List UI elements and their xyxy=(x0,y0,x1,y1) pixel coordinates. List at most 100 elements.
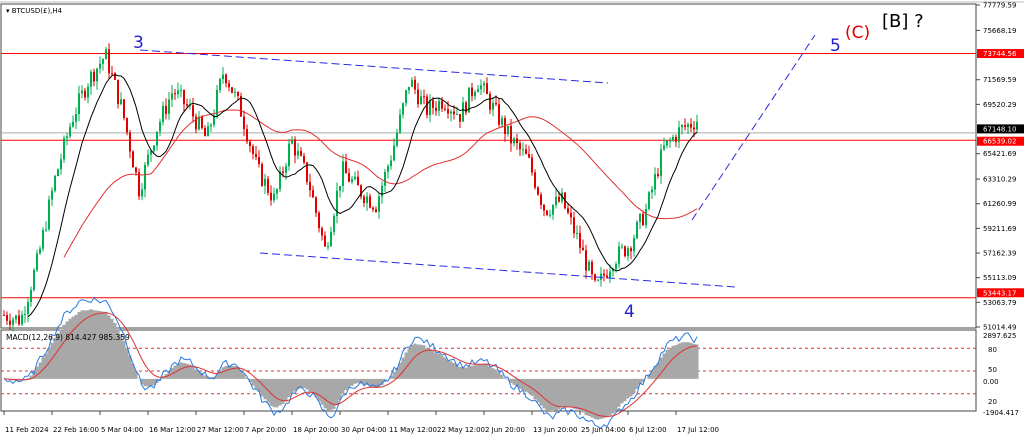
candle-body xyxy=(201,116,203,128)
macd-histogram-bar xyxy=(560,378,564,408)
candle-body xyxy=(438,100,440,111)
price-tick-label: 51014.49 xyxy=(983,324,1016,332)
upper-channel-trendline[interactable] xyxy=(139,49,609,84)
candle-body xyxy=(180,89,182,91)
macd-histogram-bar xyxy=(92,310,96,379)
macd-tick-label: 0.00 xyxy=(983,378,999,386)
candle-body xyxy=(594,274,596,281)
candle-body xyxy=(231,87,233,93)
macd-histogram-bar xyxy=(440,355,444,379)
macd-histogram-bar xyxy=(29,375,33,379)
lower-channel-trendline[interactable] xyxy=(259,252,736,288)
candle-body xyxy=(48,199,50,230)
price-tick-label: 53063.79 xyxy=(983,299,1016,307)
time-tick-label: 17 Jul 12:00 xyxy=(677,426,719,434)
macd-histogram-bar xyxy=(461,366,465,379)
candle-body xyxy=(150,150,152,155)
macd-histogram-bar xyxy=(236,367,240,379)
macd-histogram-bar xyxy=(446,359,450,379)
price-tick-label: 59211.69 xyxy=(983,225,1016,233)
candle-body xyxy=(102,59,104,64)
macd-histogram-bar xyxy=(587,378,591,417)
candle-body xyxy=(570,212,572,218)
level-price-label: 66539.02 xyxy=(983,138,1016,146)
wave5-projection-line[interactable] xyxy=(691,34,816,221)
candle-body xyxy=(645,209,647,226)
candle-body xyxy=(552,204,554,215)
candle-body xyxy=(393,145,395,161)
candle-body xyxy=(90,71,92,87)
candle-body xyxy=(6,315,8,321)
macd-histogram-bar xyxy=(182,362,186,379)
macd-histogram-bar xyxy=(62,324,66,379)
macd-tick-label: 80 xyxy=(988,346,997,354)
macd-tick-label: 2897.625 xyxy=(983,332,1016,340)
macd-histogram-bar xyxy=(203,375,207,379)
time-tick-label: 2 Jun 20:00 xyxy=(485,426,525,434)
macd-histogram-bar xyxy=(374,378,378,388)
macd-histogram-bar xyxy=(677,343,681,379)
macd-histogram-bar xyxy=(656,362,660,379)
macd-histogram-bar xyxy=(392,372,396,379)
candle-body xyxy=(225,74,227,84)
candle-body xyxy=(435,107,437,111)
candle-body xyxy=(495,102,497,105)
candle-body xyxy=(66,136,68,139)
candle-body xyxy=(516,138,518,144)
macd-histogram-bar xyxy=(212,376,216,379)
candle-body xyxy=(93,71,95,82)
candle-body xyxy=(339,186,341,191)
macd-histogram-bar xyxy=(470,365,474,379)
macd-histogram-bar xyxy=(662,353,666,379)
macd-histogram-bar xyxy=(689,342,693,379)
candle-body xyxy=(612,269,614,272)
price-tick-label: 57162.39 xyxy=(983,250,1016,258)
macd-histogram-bar xyxy=(224,365,228,379)
candle-body xyxy=(45,229,47,231)
candle-body xyxy=(525,149,527,155)
macd-histogram-bar xyxy=(581,378,585,413)
price-tick-label: 61260.99 xyxy=(983,200,1016,208)
candle-body xyxy=(216,90,218,116)
macd-histogram-bar xyxy=(548,378,552,413)
candle-body xyxy=(246,129,248,142)
macd-histogram-bar xyxy=(452,363,456,379)
macd-histogram-bar xyxy=(575,378,579,410)
macd-histogram-bar xyxy=(506,378,510,380)
macd-histogram-bar xyxy=(434,353,438,379)
symbol-title[interactable]: ▾ BTCUSD(£),H4 xyxy=(6,7,63,15)
candle-body xyxy=(414,79,416,90)
macd-histogram-bar xyxy=(293,378,297,392)
candle-body xyxy=(306,162,308,182)
macd-histogram-bar xyxy=(332,378,336,409)
candle-body xyxy=(222,74,224,80)
candle-body xyxy=(426,96,428,115)
candle-body xyxy=(429,100,431,115)
macd-histogram-bar xyxy=(428,349,432,379)
candle-body xyxy=(21,314,23,325)
price-tick-label: 69520.29 xyxy=(983,101,1016,109)
candle-body xyxy=(396,132,398,146)
macd-histogram-bar xyxy=(419,344,423,379)
candle-body xyxy=(489,94,491,110)
macd-histogram-bar xyxy=(128,355,132,379)
time-tick-label: 13 Jun 20:00 xyxy=(533,426,577,434)
macd-histogram-bar xyxy=(326,378,330,411)
fast-moving-average-line xyxy=(27,74,698,318)
candle-body xyxy=(228,83,230,88)
macd-histogram-bar xyxy=(437,354,441,379)
macd-histogram-bar xyxy=(146,378,150,387)
macd-histogram-bar xyxy=(239,369,243,379)
candle-body xyxy=(327,246,329,248)
candle-body xyxy=(144,164,146,190)
candle-body xyxy=(384,171,386,186)
macd-histogram-bar xyxy=(521,378,525,391)
candle-body xyxy=(39,248,41,254)
candle-body xyxy=(294,139,296,156)
candle-body xyxy=(681,125,683,128)
macd-histogram-bar xyxy=(608,378,612,416)
macd-histogram-bar xyxy=(152,378,156,386)
time-tick-label: 18 Apr 20:00 xyxy=(293,426,339,434)
candle-body xyxy=(627,248,629,257)
